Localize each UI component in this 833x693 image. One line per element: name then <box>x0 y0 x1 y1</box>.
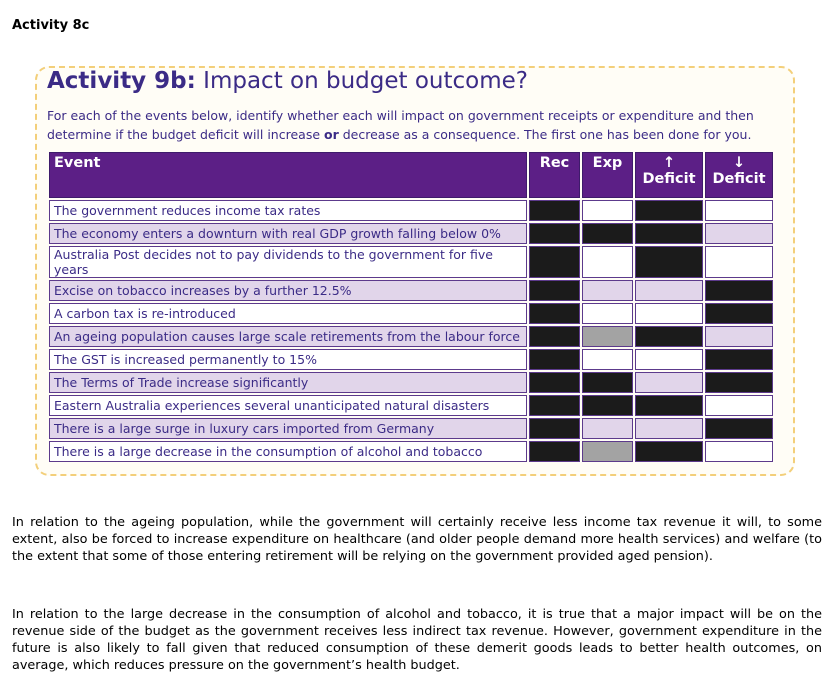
exp-cell[interactable] <box>582 418 633 439</box>
deficit-up-cell[interactable] <box>635 280 703 301</box>
header-event: Event <box>49 152 527 198</box>
deficit-up-cell[interactable] <box>635 441 703 462</box>
event-cell: The GST is increased permanently to 15% <box>49 349 527 370</box>
exp-cell[interactable] <box>582 441 633 462</box>
exp-cell[interactable] <box>582 200 633 221</box>
instructions-or: or <box>324 127 339 142</box>
exp-cell[interactable] <box>582 223 633 244</box>
rec-cell[interactable] <box>529 303 580 324</box>
event-cell: The economy enters a downturn with real … <box>49 223 527 244</box>
table-row: Excise on tobacco increases by a further… <box>49 280 773 301</box>
event-cell: The Terms of Trade increase significantl… <box>49 372 527 393</box>
rec-cell[interactable] <box>529 223 580 244</box>
header-deficit-up-label: Deficit <box>642 171 696 187</box>
deficit-down-cell[interactable] <box>705 246 773 278</box>
deficit-up-cell[interactable] <box>635 200 703 221</box>
table-row: An ageing population causes large scale … <box>49 326 773 347</box>
page-heading: Activity 8c <box>12 18 90 33</box>
deficit-down-cell[interactable] <box>705 223 773 244</box>
down-arrow-icon: ↓ <box>732 155 746 171</box>
up-arrow-icon: ↑ <box>662 155 676 171</box>
deficit-up-cell[interactable] <box>635 395 703 416</box>
deficit-down-cell[interactable] <box>705 280 773 301</box>
deficit-down-cell[interactable] <box>705 372 773 393</box>
rec-cell[interactable] <box>529 349 580 370</box>
event-cell: The government reduces income tax rates <box>49 200 527 221</box>
table-row: The Terms of Trade increase significantl… <box>49 372 773 393</box>
instructions-part-b: decrease as a consequence. The first one… <box>338 127 752 142</box>
event-cell: A carbon tax is re-introduced <box>49 303 527 324</box>
table-row: A carbon tax is re-introduced <box>49 303 773 324</box>
rec-cell[interactable] <box>529 441 580 462</box>
deficit-down-cell[interactable] <box>705 326 773 347</box>
header-rec: Rec <box>529 152 580 198</box>
event-cell: Excise on tobacco increases by a further… <box>49 280 527 301</box>
deficit-up-cell[interactable] <box>635 372 703 393</box>
table-row: Eastern Australia experiences several un… <box>49 395 773 416</box>
deficit-up-cell[interactable] <box>635 246 703 278</box>
deficit-up-cell[interactable] <box>635 349 703 370</box>
events-table: Event Rec Exp ↑ Deficit ↓ Deficit The gove… <box>47 150 775 464</box>
deficit-down-cell[interactable] <box>705 349 773 370</box>
deficit-up-cell[interactable] <box>635 303 703 324</box>
deficit-down-cell[interactable] <box>705 200 773 221</box>
exp-cell[interactable] <box>582 246 633 278</box>
deficit-up-cell[interactable] <box>635 326 703 347</box>
exp-cell[interactable] <box>582 280 633 301</box>
deficit-down-cell[interactable] <box>705 418 773 439</box>
instructions-part-a: For each of the events below, identify w… <box>47 108 754 142</box>
exp-cell[interactable] <box>582 395 633 416</box>
event-cell: There is a large decrease in the consump… <box>49 441 527 462</box>
event-cell: An ageing population causes large scale … <box>49 326 527 347</box>
activity-title-bold: Activity 9b: <box>47 68 196 94</box>
exp-cell[interactable] <box>582 303 633 324</box>
deficit-up-cell[interactable] <box>635 223 703 244</box>
table-header-row: Event Rec Exp ↑ Deficit ↓ Deficit <box>49 152 773 198</box>
table-row: The government reduces income tax rates <box>49 200 773 221</box>
activity-title-text: Impact on budget outcome? <box>195 68 528 94</box>
table-row: Australia Post decides not to pay divide… <box>49 246 773 278</box>
rec-cell[interactable] <box>529 200 580 221</box>
event-cell: There is a large surge in luxury cars im… <box>49 418 527 439</box>
header-deficit-down-label: Deficit <box>712 171 766 187</box>
deficit-down-cell[interactable] <box>705 441 773 462</box>
deficit-down-cell[interactable] <box>705 395 773 416</box>
table-row: The GST is increased permanently to 15% <box>49 349 773 370</box>
rec-cell[interactable] <box>529 395 580 416</box>
event-cell: Australia Post decides not to pay divide… <box>49 246 527 278</box>
rec-cell[interactable] <box>529 326 580 347</box>
paragraph-alcohol-tobacco: In relation to the large decrease in the… <box>12 607 822 673</box>
header-exp: Exp <box>582 152 633 198</box>
rec-cell[interactable] <box>529 418 580 439</box>
rec-cell[interactable] <box>529 280 580 301</box>
deficit-down-cell[interactable] <box>705 303 773 324</box>
table-row: There is a large decrease in the consump… <box>49 441 773 462</box>
event-cell: Eastern Australia experiences several un… <box>49 395 527 416</box>
exp-cell[interactable] <box>582 326 633 347</box>
paragraph-ageing-population: In relation to the ageing population, wh… <box>12 515 822 564</box>
table-row: The economy enters a downturn with real … <box>49 223 773 244</box>
activity-box: Activity 9b: Impact on budget outcome? F… <box>35 66 795 476</box>
activity-instructions: For each of the events below, identify w… <box>47 106 795 144</box>
deficit-up-cell[interactable] <box>635 418 703 439</box>
rec-cell[interactable] <box>529 372 580 393</box>
table-row: There is a large surge in luxury cars im… <box>49 418 773 439</box>
exp-cell[interactable] <box>582 372 633 393</box>
header-deficit-up: ↑ Deficit <box>635 152 703 198</box>
exp-cell[interactable] <box>582 349 633 370</box>
header-deficit-down: ↓ Deficit <box>705 152 773 198</box>
activity-title: Activity 9b: Impact on budget outcome? <box>47 68 528 94</box>
rec-cell[interactable] <box>529 246 580 278</box>
